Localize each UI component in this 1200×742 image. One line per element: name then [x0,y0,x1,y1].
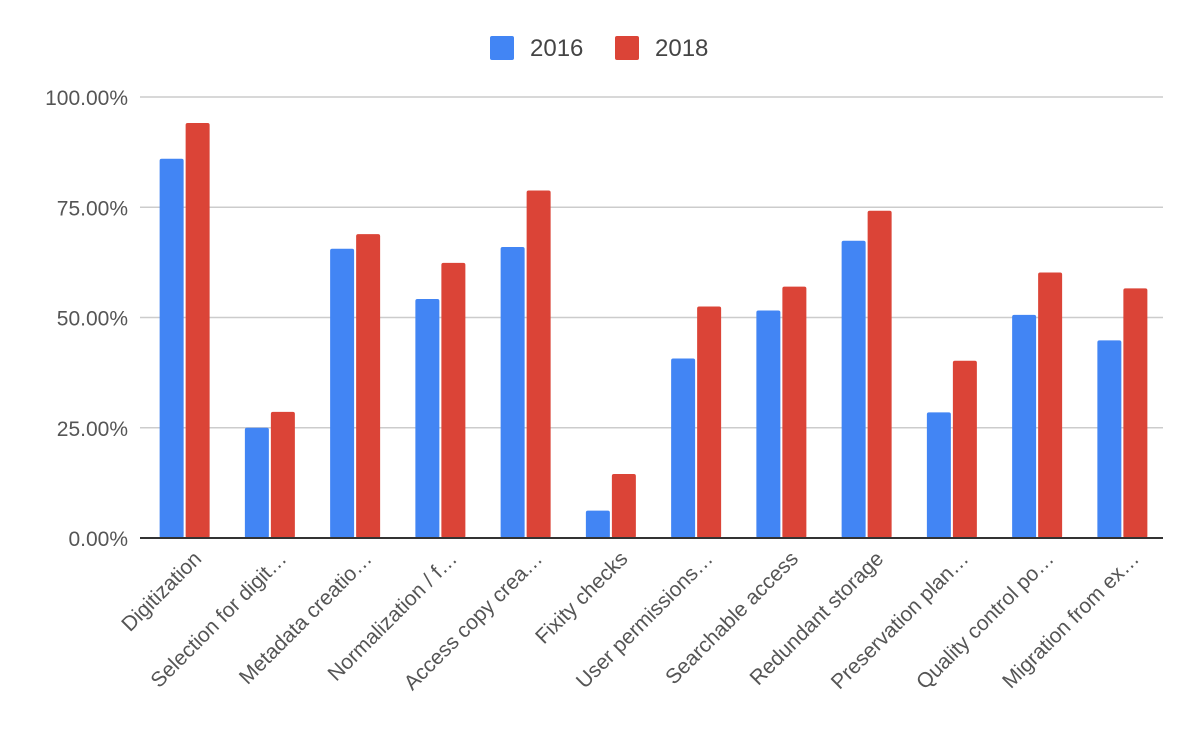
bar-2016-5[interactable] [585,510,610,538]
bar-2018-7[interactable] [782,286,807,538]
bar-2018-8[interactable] [867,210,892,538]
bar-2016-10[interactable] [1012,314,1037,538]
y-tick-label: 25.00% [57,418,128,441]
bars-layer [159,123,1148,539]
legend[interactable]: 2016 2018 [490,35,708,62]
bar-2018-4[interactable] [526,190,551,538]
bar-2018-2[interactable] [356,234,381,538]
bar-2016-8[interactable] [841,240,866,539]
bar-2018-11[interactable] [1123,288,1148,538]
bar-2016-6[interactable] [671,358,696,538]
grid-layer [140,96,1163,429]
bar-2016-4[interactable] [500,246,525,538]
bar-2016-0[interactable] [159,158,184,539]
bar-2018-0[interactable] [185,123,210,539]
legend-swatch-2018[interactable] [615,36,639,60]
bar-2016-7[interactable] [756,310,781,538]
x-category-label: Access copy crea… [400,547,547,694]
bar-2018-5[interactable] [611,474,636,538]
y-tick-label: 75.00% [57,197,128,220]
bar-2018-10[interactable] [1038,272,1063,538]
x-category-label: Digitization [117,547,206,636]
bar-2018-3[interactable] [441,262,466,538]
bar-2016-9[interactable] [926,412,951,538]
bar-2016-3[interactable] [415,298,440,538]
legend-label-2018[interactable]: 2018 [655,35,708,62]
legend-swatch-2016[interactable] [490,36,514,60]
y-tick-label: 100.00% [45,87,128,110]
bar-2016-11[interactable] [1097,340,1122,538]
bar-2018-6[interactable] [697,306,722,538]
bar-2016-1[interactable] [244,427,269,538]
y-axis-ticks: 0.00% 25.00% 50.00% 75.00% 100.00% [45,87,128,551]
bar-2018-9[interactable] [952,360,977,538]
y-tick-label: 0.00% [68,528,128,551]
bar-2018-1[interactable] [270,411,295,538]
legend-label-2016[interactable]: 2016 [530,35,583,62]
bar-2016-2[interactable] [330,248,355,539]
y-tick-label: 50.00% [57,308,128,331]
